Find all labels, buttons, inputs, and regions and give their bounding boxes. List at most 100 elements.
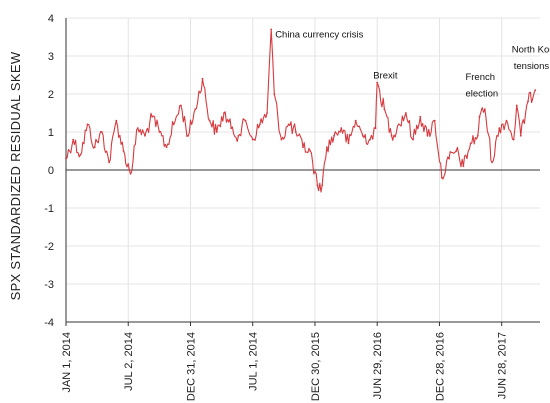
data-point [505, 119, 508, 122]
data-point [223, 112, 225, 114]
data-point [294, 131, 297, 133]
data-point [376, 81, 379, 84]
data-point [462, 165, 465, 168]
data-point [478, 115, 481, 118]
data-point [259, 123, 261, 126]
data-point [201, 77, 204, 80]
data-point [469, 142, 472, 145]
data-point [515, 104, 518, 107]
data-point [440, 176, 443, 179]
data-point [144, 134, 146, 137]
x-tick-label: DEC 28, 2016 [434, 332, 446, 401]
data-point [108, 161, 110, 164]
data-point [484, 108, 486, 111]
data-point [333, 134, 335, 137]
data-point [347, 142, 350, 145]
x-tick-label: JAN 1, 2014 [61, 332, 73, 393]
data-point [158, 131, 161, 133]
y-tick-label: 0 [48, 165, 54, 177]
x-tick-label: DEC 31, 2014 [185, 332, 197, 401]
x-tick-label: JUL 1, 2014 [248, 332, 260, 391]
data-point [321, 184, 324, 187]
data-point [455, 150, 458, 152]
annotation-label: election [465, 88, 498, 99]
data-point [316, 184, 319, 187]
data-point [374, 127, 377, 130]
y-tick-label: -1 [44, 203, 54, 215]
data-point [397, 123, 400, 126]
data-point [519, 134, 522, 137]
data-point [86, 123, 89, 126]
data-point [527, 100, 529, 103]
data-point [208, 119, 211, 122]
series-layer [65, 28, 537, 193]
y-tick-label: -3 [44, 279, 54, 291]
data-point [491, 161, 493, 164]
data-point [215, 131, 218, 133]
data-point [72, 138, 75, 141]
data-point [266, 112, 268, 114]
data-point [172, 123, 175, 126]
data-point [448, 157, 450, 160]
data-point [326, 146, 328, 149]
data-point [273, 93, 276, 95]
y-tick-label: 1 [48, 127, 54, 139]
data-point [309, 150, 312, 152]
y-tick-label: 3 [48, 51, 54, 63]
data-point [426, 134, 429, 137]
data-point [476, 134, 479, 137]
axes: 4 3 2 1 0 -1 -2 -3 -4 JAN 1, 2014 JUL 2, 2014 DEC 3… [44, 13, 540, 401]
data-point [165, 146, 168, 149]
data-point [237, 134, 240, 137]
data-point [244, 119, 247, 122]
annotation-label: tensions [514, 61, 550, 72]
data-point [287, 123, 290, 126]
data-point [194, 108, 197, 111]
data-point [534, 89, 537, 92]
y-tick-label: 2 [48, 89, 54, 101]
y-tick-label: -2 [44, 241, 54, 253]
data-point [101, 131, 103, 133]
data-point [251, 138, 254, 141]
data-point [512, 138, 515, 141]
data-point [129, 172, 132, 175]
data-point [230, 127, 233, 130]
data-point [93, 146, 96, 149]
annotation-label: China currency crisis [275, 29, 363, 40]
data-point [419, 115, 422, 118]
y-tick-label: -4 [44, 317, 54, 329]
data-point [151, 115, 154, 118]
x-tick-label: DEC 30, 2015 [310, 332, 322, 401]
data-point [115, 119, 118, 122]
annotation-label: North Korea [512, 44, 550, 55]
annotation-label: French [465, 72, 495, 83]
data-point [65, 157, 67, 160]
data-point [79, 153, 82, 156]
annotation-label: Brexit [373, 71, 398, 82]
data-point [383, 108, 386, 111]
data-point [302, 146, 304, 149]
data-point [433, 119, 436, 122]
series-line [65, 28, 536, 193]
data-point [180, 104, 182, 107]
data-point [270, 28, 273, 31]
x-tick-label: JUN 29, 2016 [372, 332, 384, 399]
data-point [122, 150, 125, 152]
data-point [280, 138, 283, 141]
data-point [412, 138, 414, 141]
data-point [361, 134, 364, 137]
data-point [405, 112, 407, 114]
y-tick-label: 4 [48, 13, 54, 25]
data-point [136, 127, 139, 130]
x-tick-label: JUL 2, 2014 [123, 332, 135, 391]
data-point [498, 127, 501, 130]
data-point [354, 119, 357, 122]
data-point [369, 138, 371, 141]
x-tick-label: JUN 28, 2017 [497, 332, 509, 399]
data-point [340, 127, 343, 130]
annotations: China currency crisis Brexit French electio… [275, 29, 550, 99]
y-axis-title: SPX STANDARDIZED RESIDUAL SKEW [8, 51, 23, 300]
data-point [187, 134, 190, 137]
